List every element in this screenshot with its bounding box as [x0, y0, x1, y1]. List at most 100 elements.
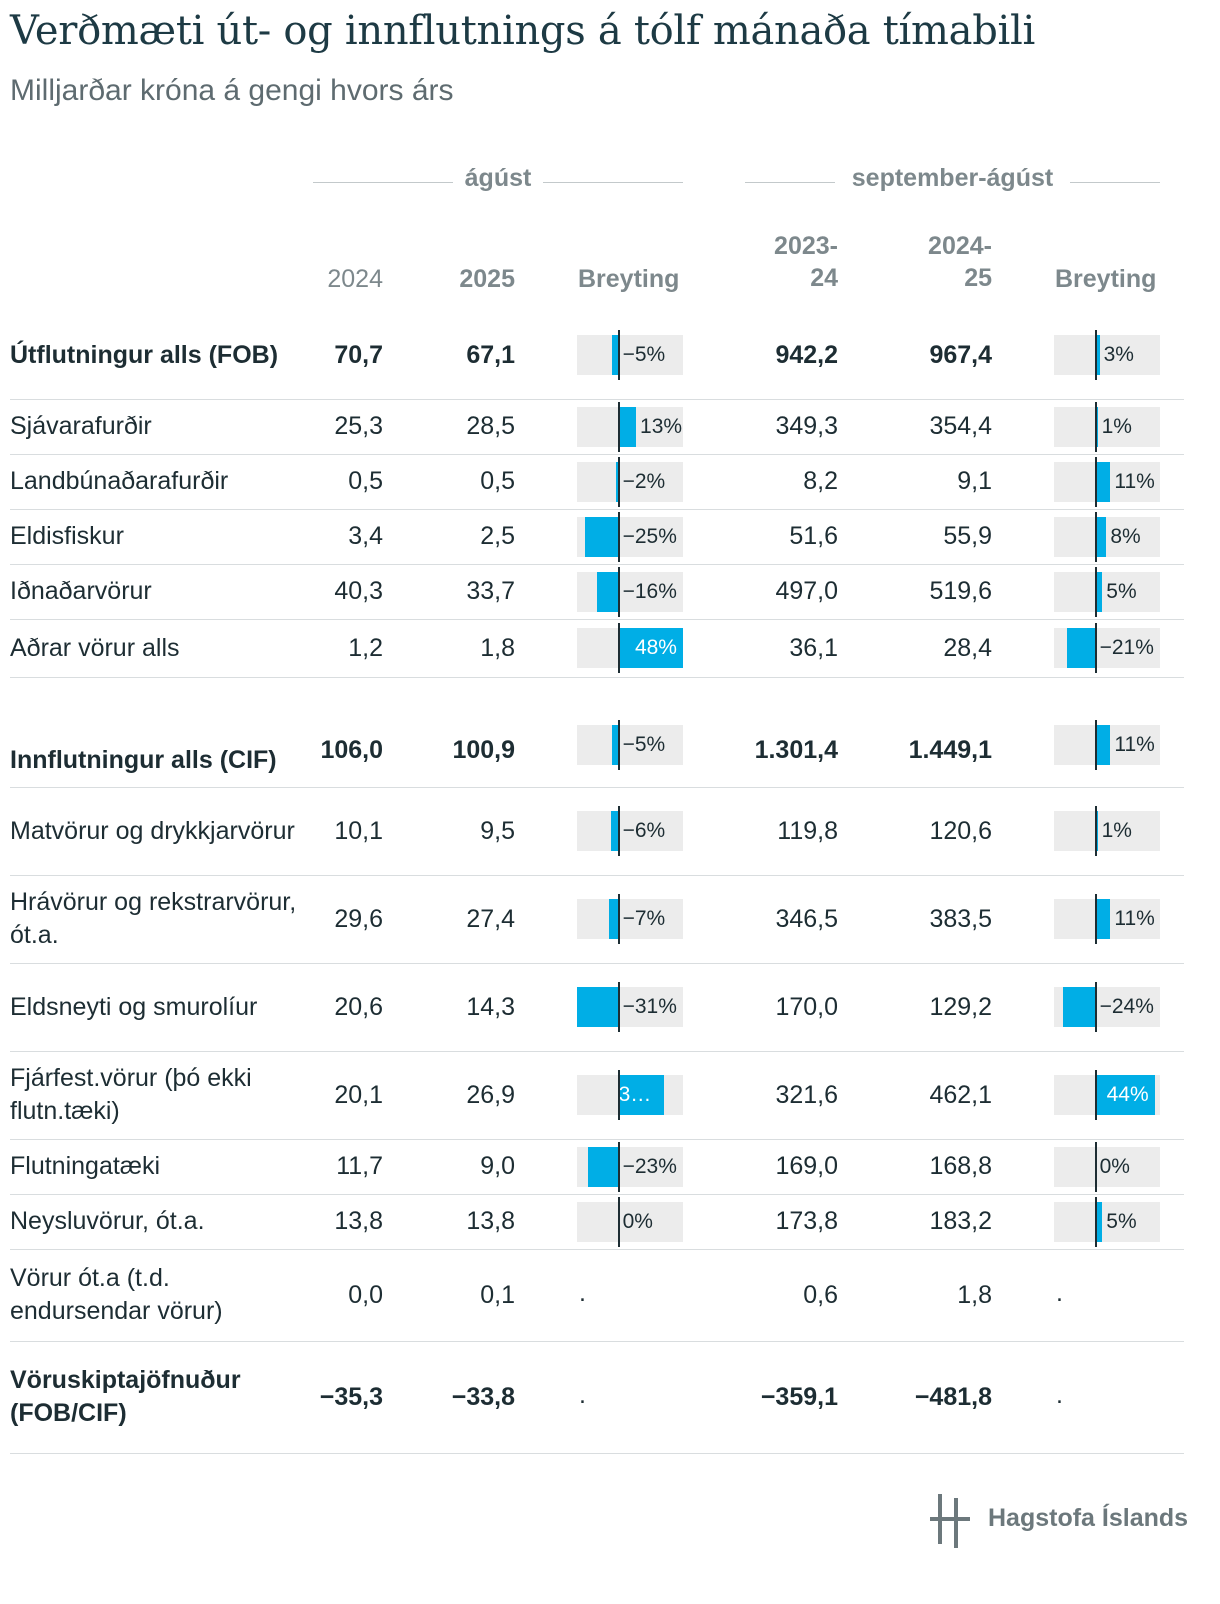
table-row: Vöruskiptajöfnuður (FOB/CIF) −35,3 −33,8 −3… [10, 1341, 1184, 1454]
cell-twelve-prev: 36,1 [789, 633, 838, 662]
twelve-change-zero-axis [1094, 623, 1097, 673]
twelve-change-label: 11% [1114, 733, 1155, 756]
month-change-zero-axis [617, 1070, 620, 1120]
chart-subtitle: Milljarðar króna á gengi hvors árs [10, 74, 454, 107]
twelve-change-bar [1095, 461, 1111, 502]
twelve-change-label: 11% [1114, 907, 1155, 930]
month-change-zero-axis [617, 511, 620, 562]
col-header-month-curr: 2025 [459, 265, 515, 293]
month-change-zero-axis [617, 1141, 620, 1192]
twelve-change-label: 5% [1106, 1209, 1137, 1233]
month-change-label: −16% [622, 579, 677, 603]
col-header-month-prev: 2024 [327, 265, 383, 293]
twelve-change-track: 8% [1054, 516, 1160, 557]
cell-month-curr: 26,9 [466, 1080, 515, 1109]
twelve-change-bar [1095, 899, 1111, 939]
twelve-change-bar [1095, 406, 1098, 447]
cell-twelve-curr: −481,8 [914, 1382, 992, 1411]
month-change-track: −5% [577, 335, 683, 375]
twelve-change-zero-axis [1094, 982, 1097, 1032]
row-label: Sjávarafurðir [10, 412, 152, 440]
month-change-track: −16% [577, 571, 683, 612]
table-row: Iðnaðarvörur 40,3 33,7 497,0 519,6 −16% 5% [10, 564, 1184, 620]
row-label: Hrávörur og rekstrarvörur, ót.a. [10, 888, 297, 949]
col-header-twelve-curr-line2: 25 [964, 264, 992, 292]
cell-twelve-prev: 497,0 [775, 577, 838, 605]
cell-twelve-prev: 942,2 [775, 340, 838, 369]
cell-month-curr: 100,9 [452, 736, 515, 764]
row-label: Innflutningur alls (CIF) [10, 746, 277, 774]
month-change-track: 0% [577, 1201, 683, 1242]
cell-month-prev: 40,3 [334, 577, 383, 605]
cell-month-curr: 14,3 [466, 992, 515, 1021]
row-label: Eldisfiskur [10, 522, 124, 550]
month-change-track: −31% [577, 987, 683, 1027]
month-change-bar [610, 811, 619, 851]
month-change-bar [577, 987, 619, 1027]
twelve-change-na: . [1056, 1279, 1063, 1307]
row-label: Landbúnaðarafurðir [10, 467, 229, 495]
source-name: Hagstofa Íslands [988, 1504, 1189, 1532]
cell-twelve-prev: 173,8 [775, 1207, 838, 1235]
table-row: Flutningatæki 11,7 9,0 169,0 168,8 −23% 0% [10, 1139, 1184, 1195]
cell-twelve-curr: 354,4 [929, 412, 992, 440]
cell-twelve-prev: 346,5 [775, 904, 838, 933]
cell-month-curr: 33,7 [466, 577, 515, 605]
col-header-twelve-curr-line1: 2024- [928, 232, 992, 260]
month-change-na: . [579, 1381, 586, 1409]
twelve-change-bar [1063, 987, 1096, 1027]
month-change-bar [618, 1075, 665, 1115]
twelve-change-label: −24% [1099, 995, 1154, 1018]
twelve-change-zero-axis [1094, 566, 1097, 617]
month-change-track: −2% [577, 461, 683, 502]
cell-month-prev: 11,7 [336, 1152, 383, 1180]
month-change-label: −23% [622, 1154, 677, 1178]
month-change-bar [611, 335, 619, 375]
month-change-label: −2% [622, 469, 666, 493]
twelve-change-zero-axis [1094, 456, 1097, 507]
twelve-change-bar [1095, 516, 1107, 557]
twelve-change-bar [1095, 811, 1098, 851]
twelve-change-track: −24% [1054, 987, 1160, 1027]
month-change-track: −7% [577, 899, 683, 939]
cell-month-curr: 13,8 [466, 1207, 515, 1235]
cell-month-prev: 0,5 [348, 467, 383, 495]
month-change-track: −25% [577, 516, 683, 557]
cell-month-curr: 67,1 [466, 340, 515, 369]
chart-title: Verðmæti út- og innflutnings á tólf mána… [10, 8, 1035, 54]
table-row: Fjárfest.vörur (þó ekki flutn.tæki) 20,1 2… [10, 1051, 1184, 1140]
cell-twelve-curr: 967,4 [929, 340, 992, 369]
month-change-na: . [579, 1279, 586, 1307]
month-change-zero-axis [617, 623, 620, 673]
row-label: Flutningatæki [10, 1152, 161, 1180]
cell-month-prev: 70,7 [334, 340, 383, 369]
month-change-label: 34% [618, 1083, 659, 1106]
month-change-bar [587, 1146, 619, 1187]
row-label: Eldsneyti og smurolíur [10, 992, 258, 1021]
group-label-month: ágúst [464, 164, 532, 192]
cell-month-prev: 20,1 [334, 1080, 383, 1109]
month-change-label: −25% [622, 524, 677, 548]
month-change-zero-axis [617, 720, 620, 770]
twelve-change-track: 11% [1054, 461, 1160, 502]
row-label: Fjárfest.vörur (þó ekki flutn.tæki) [10, 1064, 252, 1125]
twelve-change-zero-axis [1094, 1141, 1097, 1192]
cell-twelve-prev: 119,8 [777, 816, 838, 845]
month-change-bar [611, 725, 619, 765]
twelve-change-track: 44% [1054, 1075, 1160, 1115]
table-row: Innflutningur alls (CIF) 106,0 100,9 1.301,… [10, 677, 1184, 788]
month-change-label: −5% [622, 343, 666, 366]
cell-twelve-curr: 183,2 [929, 1207, 992, 1235]
cell-twelve-prev: 8,2 [803, 467, 838, 495]
cell-twelve-prev: 0,6 [803, 1280, 838, 1309]
twelve-change-bar [1095, 571, 1103, 612]
twelve-change-zero-axis [1094, 720, 1097, 770]
cell-month-prev: 13,8 [334, 1207, 383, 1235]
col-header-twelve-prev-line2: 24 [810, 264, 838, 292]
month-change-label: −7% [622, 907, 666, 930]
twelve-change-zero-axis [1094, 1196, 1097, 1247]
month-change-zero-axis [617, 401, 620, 452]
cell-month-curr: 2,5 [480, 522, 515, 550]
cell-month-curr: 9,0 [480, 1152, 515, 1180]
table-row: Útflutningur alls (FOB) 70,7 67,1 942,2 967,… [10, 311, 1184, 400]
